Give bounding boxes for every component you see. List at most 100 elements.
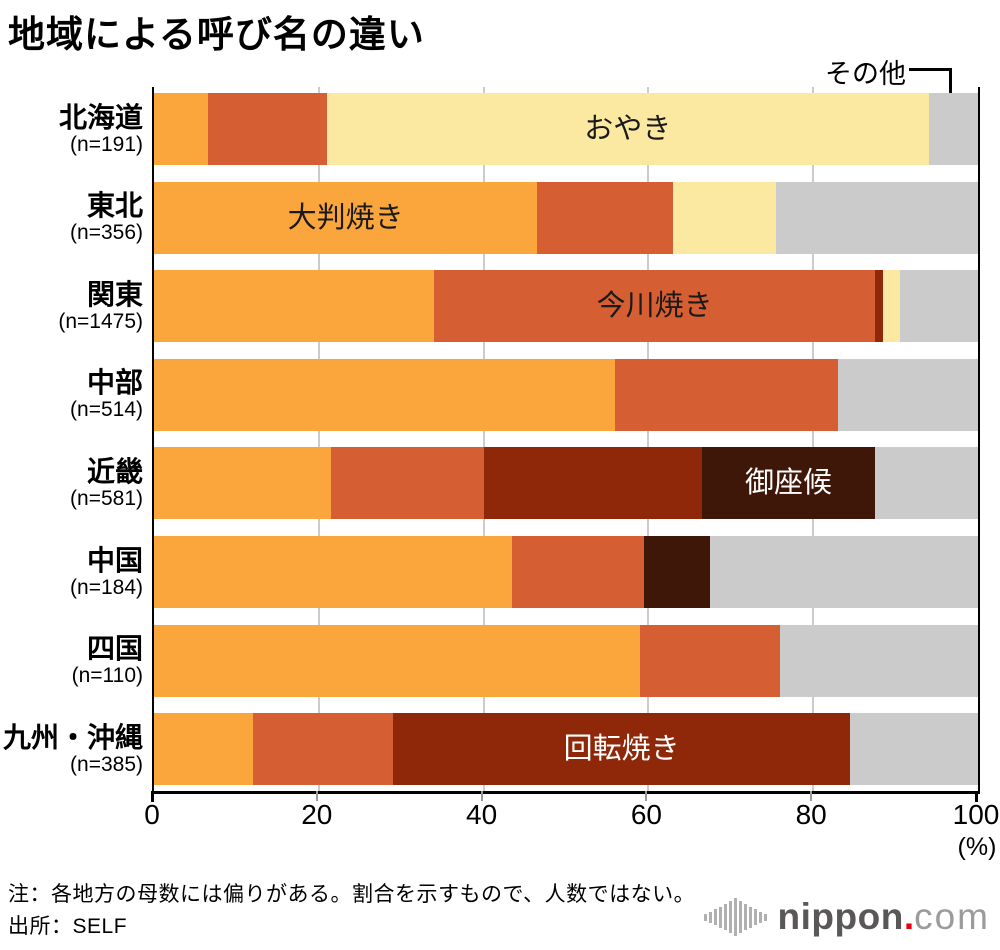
bar-segment-今川焼き [252, 713, 393, 786]
bar-segment-大判焼き [154, 536, 513, 608]
region-name: 四国 [86, 633, 143, 665]
region-n-label: (n=110) [71, 664, 143, 688]
axis-tick-label-20: 20 [301, 799, 333, 830]
region-axis-labels: 北海道 (n=191) 東北 (n=356) 関東 (n=1475) 中部 (n=514) 近畿… [0, 87, 143, 791]
logo-bar-3 [719, 906, 722, 928]
bar-segment-その他 [928, 93, 978, 165]
logo-word: nippon [777, 896, 904, 937]
bar-segment-label: おやき [584, 113, 672, 145]
logo-bar-6 [734, 898, 737, 936]
bar-segment-今川焼き [640, 624, 781, 697]
bar-row-九州・沖縄: 回転焼き [154, 713, 978, 786]
bar-row-四国 [154, 624, 978, 697]
axis-tick-label-0: 0 [144, 799, 160, 830]
region-name: 東北 [86, 190, 143, 222]
source-note: 出所：SELF [8, 915, 128, 938]
bar-segment-御座候 [644, 536, 711, 608]
bar-row-東北: 大判焼き [154, 181, 978, 254]
axis-tick-40 [480, 791, 483, 801]
bar-segment-その他 [776, 181, 978, 254]
region-n-label: (n=1475) [58, 309, 143, 333]
bar-segment-今川焼き [537, 181, 674, 254]
region-n-label: (n=581) [70, 486, 143, 510]
gridline-60 [647, 87, 650, 791]
bar-segment-今川焼き [207, 93, 328, 165]
region-label-2: 関東 (n=1475) [0, 270, 143, 342]
axis-tick-100 [975, 791, 978, 802]
region-name: 中国 [86, 544, 143, 576]
logo-tld: com [914, 896, 990, 937]
region-label-5: 中国 (n=184) [0, 536, 143, 608]
bar-segment-今川焼き [512, 536, 645, 608]
annotation-leader-line-vertical [949, 68, 952, 95]
bar-segment-今川焼き [331, 447, 484, 520]
bar-segment-大判焼き [154, 270, 435, 343]
region-label-4: 近畿 (n=581) [0, 447, 143, 519]
bar-segment-その他 [875, 447, 978, 520]
bar-row-中部 [154, 358, 978, 431]
region-label-7: 九州・沖縄 (n=385) [0, 713, 143, 785]
logo-wordmark: nippon . com [778, 897, 990, 937]
bar-segment-label: 御座候 [744, 467, 832, 500]
footnote: 注：各地方の母数には偏りがある。割合を示すもので、人数ではない。 [8, 883, 696, 906]
bar-segment-大判焼き [154, 447, 332, 520]
bar-segment-その他 [899, 270, 978, 343]
logo-bar-2 [714, 909, 717, 925]
bar-segment-その他 [850, 713, 978, 786]
bar-segment-その他 [780, 624, 978, 697]
bar-segment-label: 今川焼き [596, 290, 713, 323]
bar-segment-おやき [883, 270, 900, 343]
region-name: 関東 [86, 278, 143, 310]
bar-segment-大判焼き [154, 93, 208, 165]
logo-bar-0 [704, 913, 707, 921]
bar-segment-回転焼き [875, 270, 884, 343]
annotation-sonota-label: その他 [825, 59, 906, 89]
axis-tick-label-60: 60 [630, 799, 662, 830]
bar-row-中国 [154, 536, 978, 608]
bar-segment-大判焼き [154, 358, 616, 431]
plot-area: おやき大判焼き今川焼き御座候回転焼き [152, 87, 980, 794]
region-name: 九州・沖縄 [2, 721, 143, 753]
region-name: 近畿 [86, 455, 143, 487]
region-n-label: (n=385) [70, 752, 143, 776]
region-n-label: (n=191) [70, 132, 143, 156]
region-name: 北海道 [58, 101, 143, 133]
region-label-1: 東北 (n=356) [0, 182, 143, 254]
logo-bar-8 [744, 904, 747, 930]
axis-tick-0 [151, 791, 154, 802]
region-n-label: (n=184) [70, 575, 143, 599]
region-label-3: 中部 (n=514) [0, 359, 143, 431]
logo-bar-4 [724, 904, 727, 930]
logo-bar-10 [754, 909, 757, 925]
bar-segment-その他 [837, 358, 978, 431]
logo-dot: . [903, 896, 915, 937]
axis-tick-label-100: 100 [952, 799, 1000, 830]
chart-title: 地域による呼び名の違い [8, 14, 425, 55]
axis-tick-20 [315, 791, 318, 801]
bar-segment-大判焼き [154, 181, 538, 254]
bar-segment-おやき [673, 181, 777, 254]
logo-bar-1 [709, 911, 712, 923]
bar-segment-大判焼き [154, 624, 641, 697]
bar-row-関東: 今川焼き [154, 270, 978, 343]
axis-tick-label-80: 80 [795, 799, 827, 830]
gridline-40 [482, 87, 485, 791]
region-n-label: (n=356) [70, 221, 143, 245]
logo-bar-7 [739, 901, 742, 933]
region-label-0: 北海道 (n=191) [0, 93, 143, 165]
axis-tick-80 [810, 791, 813, 801]
bar-segment-回転焼き [483, 447, 702, 520]
logo-soundwave-icon [704, 897, 767, 937]
bar-segment-今川焼き [615, 358, 838, 431]
bar-row-北海道: おやき [154, 93, 978, 165]
bar-row-近畿: 御座候 [154, 447, 978, 520]
bar-segment-回転焼き [392, 713, 851, 786]
nippon-com-logo: nippon . com [704, 897, 990, 937]
bar-segment-今川焼き [434, 270, 875, 343]
annotation-leader-line-horizontal [909, 68, 952, 71]
region-n-label: (n=514) [70, 398, 143, 422]
logo-bar-5 [729, 901, 732, 933]
logo-bar-12 [764, 913, 767, 921]
region-name: 中部 [86, 367, 143, 399]
gridline-20 [317, 87, 320, 791]
